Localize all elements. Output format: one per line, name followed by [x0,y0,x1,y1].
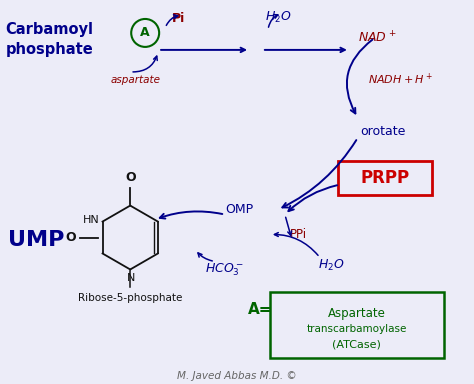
Text: Pi: Pi [172,12,185,25]
Text: Aspartate: Aspartate [328,307,386,320]
Text: $NAD^+$: $NAD^+$ [358,30,396,45]
Text: PRPP: PRPP [360,169,409,187]
FancyBboxPatch shape [338,161,432,195]
Text: PPi: PPi [290,228,307,240]
Text: orotate: orotate [360,125,405,138]
Text: OMP: OMP [225,203,253,216]
Text: UMP: UMP [9,230,65,250]
Text: A: A [140,26,150,40]
Text: HN: HN [83,215,100,225]
Text: aspartate: aspartate [110,75,160,85]
Text: transcarbamoylase: transcarbamoylase [307,324,407,334]
Text: O: O [125,170,136,184]
Text: A=: A= [248,302,273,317]
Text: $H_2O$: $H_2O$ [318,258,345,273]
Text: Ribose-5-phosphate: Ribose-5-phosphate [78,293,182,303]
Text: M. Javed Abbas M.D. ©: M. Javed Abbas M.D. © [177,371,297,381]
Text: Carbamoyl: Carbamoyl [6,22,93,37]
Text: (ATCase): (ATCase) [332,339,381,349]
Text: phosphate: phosphate [6,42,93,57]
FancyBboxPatch shape [270,293,444,358]
Text: O: O [65,231,76,244]
Text: $NADH + H^+$: $NADH + H^+$ [368,72,432,87]
Text: N: N [127,273,136,283]
Text: $H_2O$: $H_2O$ [264,10,291,25]
Text: $HCO_3^-$: $HCO_3^-$ [205,262,244,278]
